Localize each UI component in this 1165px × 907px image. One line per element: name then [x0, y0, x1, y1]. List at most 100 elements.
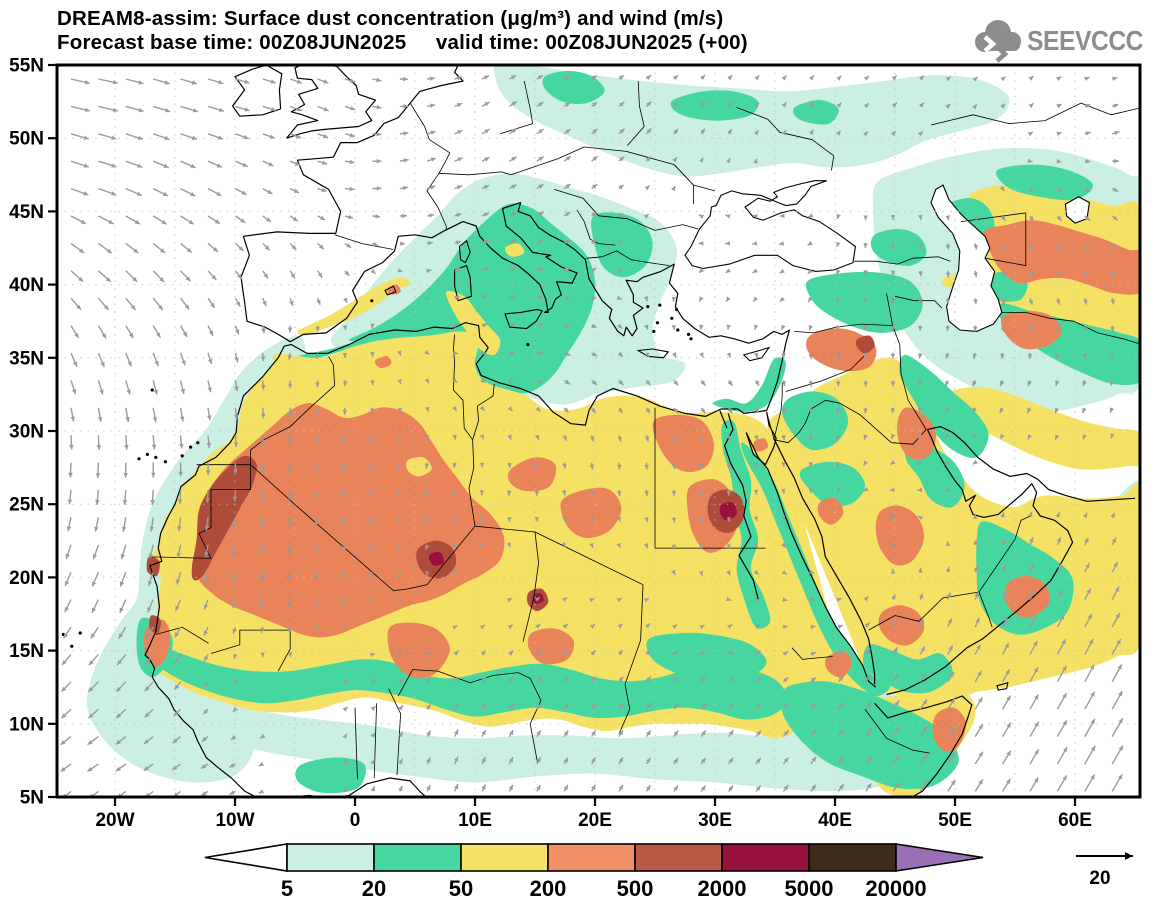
- lon-tick-label: 20E: [578, 810, 612, 831]
- map-layers: [57, 65, 1140, 797]
- country-border: [794, 323, 893, 334]
- dust-level-20-50: [781, 391, 849, 451]
- dust-level-50-200: [445, 290, 501, 356]
- lon-tick-label: 10E: [458, 810, 492, 831]
- small-island: [70, 644, 74, 648]
- country-border: [472, 384, 495, 440]
- dust-level-200-500: [652, 414, 714, 472]
- small-island: [137, 457, 141, 461]
- colorbar-label: 500: [617, 876, 654, 901]
- lat-tick-label: 5N: [20, 788, 44, 809]
- island-outline: [384, 285, 397, 296]
- country-border: [295, 505, 476, 591]
- country-border: [250, 356, 335, 465]
- country-border: [373, 703, 377, 779]
- dust-level-200-500: [983, 220, 1140, 295]
- small-island: [180, 454, 184, 458]
- country-border: [618, 584, 644, 735]
- dust-level-2000-5000: [719, 501, 737, 521]
- small-island: [689, 337, 693, 341]
- coastline: [927, 426, 1136, 502]
- country-border: [468, 439, 476, 527]
- dust-level-20-50: [996, 164, 1094, 201]
- water-body: [684, 180, 856, 272]
- dust-level-200-500: [825, 650, 852, 678]
- coastline: [886, 429, 1074, 696]
- country-border: [155, 626, 209, 644]
- dust-level-2000-5000: [429, 551, 445, 566]
- dust-level-20-50: [780, 681, 959, 790]
- colorbar-label: 20: [362, 876, 386, 901]
- colorbar-label: 2000: [698, 876, 747, 901]
- dust-level-50-200: [504, 243, 525, 257]
- dust-level-500-2000: [855, 335, 875, 354]
- coastline: [144, 65, 790, 797]
- dust-level-200-500: [878, 605, 925, 646]
- country-border: [886, 293, 893, 326]
- colorbar-segment: [547, 843, 636, 872]
- country-border: [864, 708, 930, 754]
- country-border: [978, 591, 993, 628]
- country-border: [1001, 312, 1140, 345]
- small-island: [658, 303, 662, 307]
- country-border: [773, 382, 783, 440]
- water-body: [930, 184, 1003, 332]
- cloud-icon: [975, 20, 1022, 63]
- dust-level-20-50: [146, 641, 788, 720]
- coastline: [745, 411, 777, 466]
- forecast-time-subtitle: Forecast base time: 00Z08JUN2025 valid t…: [57, 31, 748, 54]
- country-border: [773, 399, 826, 444]
- lat-tick-label: 25N: [9, 495, 44, 516]
- coastline: [286, 65, 376, 139]
- country-border: [785, 356, 865, 392]
- small-island: [652, 329, 656, 333]
- small-island: [189, 445, 193, 449]
- country-border: [673, 164, 716, 192]
- dust-level-50-200: [932, 386, 1140, 470]
- dust-level-20-50: [670, 90, 759, 121]
- country-border: [334, 234, 394, 250]
- small-island: [676, 328, 680, 332]
- lon-tick-label: 30E: [698, 810, 732, 831]
- lon-tick-label: 20W: [95, 810, 134, 831]
- colorbar-segment: [634, 843, 723, 872]
- country-border: [736, 107, 835, 171]
- dust-level-20-50: [721, 419, 771, 629]
- country-border: [152, 464, 251, 559]
- country-border: [960, 212, 1026, 222]
- lat-tick-label: 10N: [9, 714, 44, 735]
- colorbar-right-arrow: [895, 843, 984, 872]
- country-border: [825, 399, 927, 445]
- small-island: [196, 441, 200, 445]
- colorbar-left-arrow: [204, 843, 288, 872]
- seevccc-logo-text: SEEVCCC: [1027, 25, 1144, 56]
- small-island: [655, 321, 660, 325]
- lon-tick-label: 0: [350, 810, 361, 831]
- dust-level-5-20: [144, 655, 914, 792]
- dust-level-20-50: [870, 228, 927, 266]
- dust-level-200-500: [817, 497, 844, 525]
- dust-level-200-500: [374, 356, 392, 368]
- colorbar-label: 20000: [865, 876, 926, 901]
- dust-level-20-50: [863, 644, 953, 694]
- small-island: [687, 332, 691, 336]
- small-island: [675, 307, 679, 312]
- country-border: [576, 209, 616, 246]
- dust-level-200-500: [753, 438, 769, 452]
- coastline: [773, 438, 876, 685]
- lat-tick-label: 30N: [9, 422, 44, 443]
- island-outline: [504, 308, 544, 330]
- small-island: [150, 388, 154, 392]
- small-island: [370, 299, 374, 303]
- colorbar-label: 200: [530, 876, 567, 901]
- lat-tick-label: 20N: [9, 568, 44, 589]
- dust-level-20-50: [805, 271, 923, 333]
- lon-tick-label: 40E: [818, 810, 852, 831]
- country-border: [518, 672, 542, 762]
- dust-level-20-50: [712, 357, 786, 413]
- country-border: [522, 531, 539, 642]
- small-island: [163, 460, 167, 464]
- country-border: [766, 411, 775, 439]
- small-island: [145, 452, 149, 456]
